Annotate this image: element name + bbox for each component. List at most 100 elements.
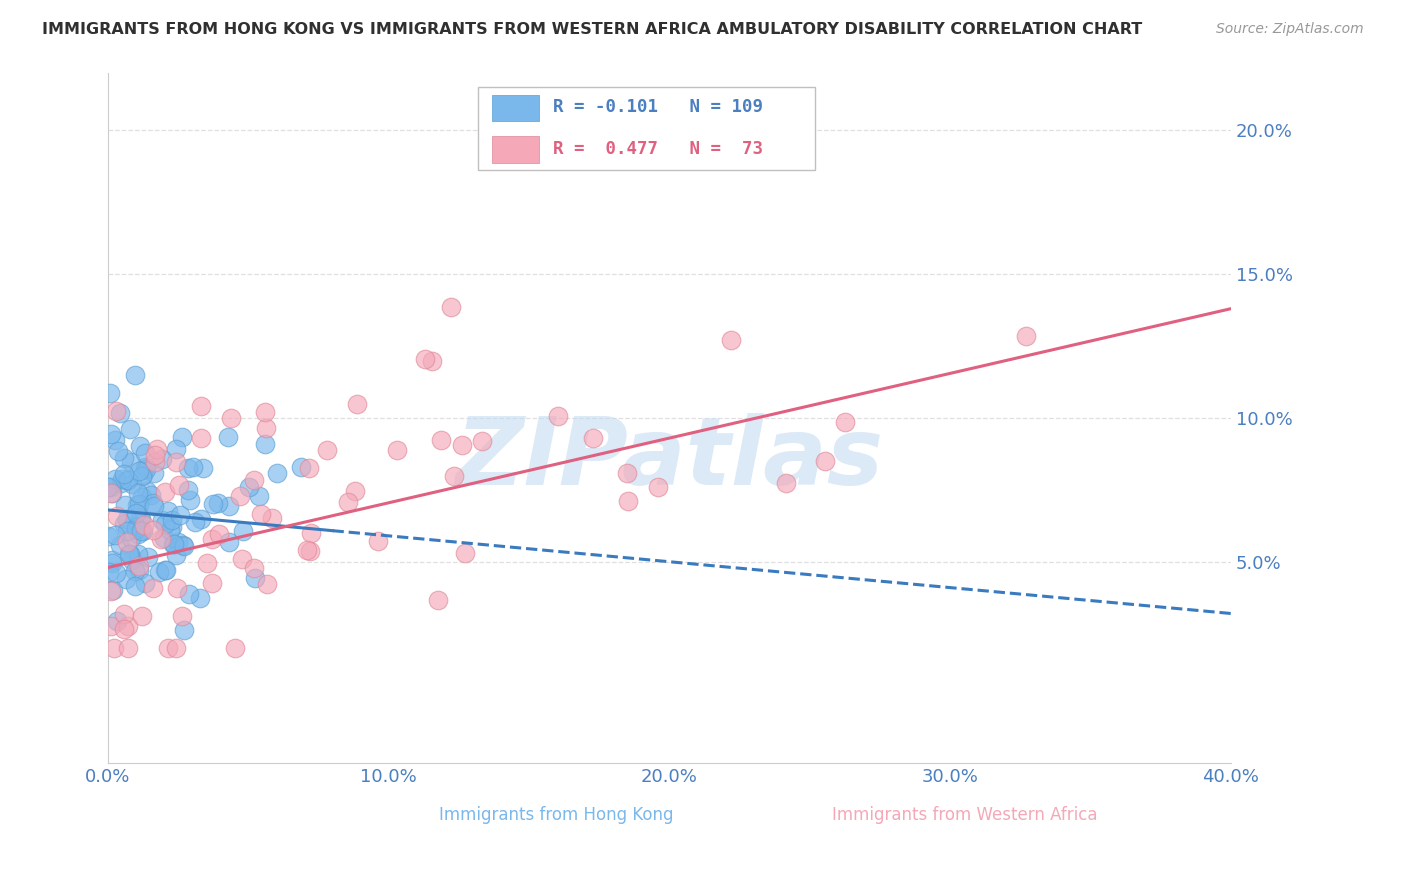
- Point: [136, 483, 159, 498]
- Point: [101, 583, 124, 598]
- Point: [165, 455, 187, 469]
- Text: Source: ZipAtlas.com: Source: ZipAtlas.com: [1216, 22, 1364, 37]
- Point: [165, 442, 187, 456]
- Point: [105, 508, 128, 523]
- Point: [440, 300, 463, 314]
- Point: [112, 467, 135, 482]
- Point: [814, 454, 837, 468]
- Point: [128, 563, 150, 577]
- Point: [115, 524, 138, 538]
- Point: [128, 559, 150, 574]
- Point: [155, 563, 177, 577]
- Point: [120, 531, 142, 545]
- Point: [207, 496, 229, 510]
- Point: [232, 524, 254, 538]
- Point: [143, 466, 166, 480]
- Point: [112, 516, 135, 531]
- Point: [157, 504, 180, 518]
- Point: [208, 526, 231, 541]
- Point: [249, 489, 271, 503]
- Point: [647, 480, 669, 494]
- Point: [115, 473, 138, 487]
- Point: [217, 430, 239, 444]
- Point: [256, 576, 278, 591]
- Point: [163, 537, 186, 551]
- Point: [124, 368, 146, 383]
- Point: [132, 524, 155, 539]
- Point: [149, 532, 172, 546]
- Point: [254, 421, 277, 435]
- Point: [131, 609, 153, 624]
- Point: [201, 533, 224, 547]
- Point: [582, 431, 605, 445]
- FancyBboxPatch shape: [478, 87, 815, 169]
- Point: [148, 565, 170, 579]
- Point: [135, 462, 157, 476]
- Point: [190, 511, 212, 525]
- Point: [127, 547, 149, 561]
- Point: [775, 475, 797, 490]
- Circle shape: [804, 805, 827, 820]
- Point: [253, 405, 276, 419]
- Point: [121, 477, 143, 491]
- Point: [173, 539, 195, 553]
- Point: [118, 548, 141, 562]
- Point: [266, 467, 288, 481]
- Point: [179, 587, 201, 601]
- Point: [170, 608, 193, 623]
- Point: [127, 498, 149, 512]
- Point: [344, 483, 367, 498]
- Point: [160, 520, 183, 534]
- Point: [177, 483, 200, 497]
- Point: [100, 486, 122, 500]
- Point: [471, 434, 494, 448]
- Point: [112, 451, 135, 466]
- Point: [143, 448, 166, 462]
- Point: [143, 454, 166, 468]
- Point: [117, 619, 139, 633]
- Point: [108, 538, 131, 552]
- Point: [243, 571, 266, 585]
- Point: [100, 485, 122, 500]
- Point: [101, 553, 124, 567]
- Text: R = -0.101   N = 109: R = -0.101 N = 109: [553, 98, 762, 117]
- Point: [129, 524, 152, 539]
- Point: [298, 544, 321, 558]
- FancyBboxPatch shape: [492, 95, 538, 121]
- Point: [131, 468, 153, 483]
- Point: [166, 581, 188, 595]
- Point: [139, 488, 162, 502]
- Point: [117, 535, 139, 549]
- Point: [112, 623, 135, 637]
- Point: [547, 409, 569, 423]
- Point: [143, 499, 166, 513]
- Point: [127, 486, 149, 500]
- Text: ZIPatlas: ZIPatlas: [456, 413, 883, 506]
- Point: [443, 469, 465, 483]
- Point: [136, 550, 159, 565]
- Text: Immigrants from Hong Kong: Immigrants from Hong Kong: [439, 805, 673, 823]
- Point: [98, 385, 121, 400]
- Point: [165, 548, 187, 562]
- FancyBboxPatch shape: [492, 136, 538, 162]
- Text: R =  0.477   N =  73: R = 0.477 N = 73: [553, 140, 762, 158]
- Point: [142, 523, 165, 537]
- Point: [420, 354, 443, 368]
- Point: [162, 537, 184, 551]
- Point: [104, 472, 127, 486]
- Point: [97, 529, 120, 543]
- Point: [298, 461, 321, 475]
- Point: [172, 538, 194, 552]
- Point: [454, 546, 477, 560]
- Point: [120, 455, 142, 469]
- Point: [128, 510, 150, 524]
- Text: Immigrants from Western Africa: Immigrants from Western Africa: [832, 805, 1098, 823]
- Text: IMMIGRANTS FROM HONG KONG VS IMMIGRANTS FROM WESTERN AFRICA AMBULATORY DISABILIT: IMMIGRANTS FROM HONG KONG VS IMMIGRANTS …: [42, 22, 1143, 37]
- Point: [243, 561, 266, 575]
- Point: [160, 513, 183, 527]
- Point: [132, 467, 155, 482]
- Circle shape: [411, 805, 433, 820]
- Point: [250, 508, 273, 522]
- Point: [134, 446, 156, 460]
- Point: [153, 531, 176, 545]
